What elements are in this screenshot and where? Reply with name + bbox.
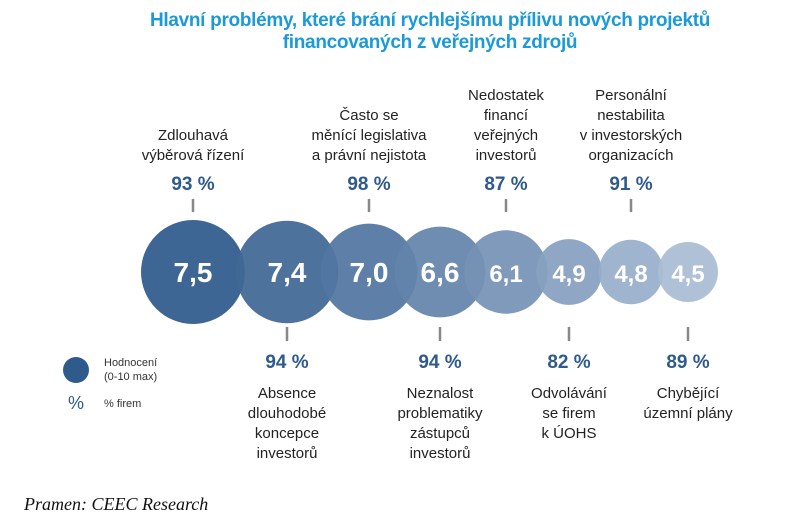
category-label: měnící legislativa <box>311 127 427 144</box>
source-note: Pramen: CEEC Research <box>24 494 209 514</box>
category-label: Nedostatek <box>468 87 544 104</box>
category-label: investorů <box>257 445 318 462</box>
percent-label: 93 % <box>171 174 214 195</box>
category-label: Odvolávání <box>531 385 608 402</box>
category-label: zástupců <box>410 425 470 442</box>
legend-bubble-icon <box>63 357 89 383</box>
category-label: organizacích <box>588 147 673 164</box>
percent-label: 91 % <box>609 174 652 195</box>
percent-label: 98 % <box>347 174 390 195</box>
category-label: Často se <box>339 107 398 124</box>
percent-label: 87 % <box>484 174 527 195</box>
bubble <box>320 223 418 321</box>
bubble-rating: 4,8 <box>614 261 647 288</box>
category-label: financí <box>484 107 529 124</box>
title-line: financovaných z veřejných zdrojů <box>282 32 578 53</box>
category-label: Personální <box>595 87 668 104</box>
legend-bubble-label: Hodnocení <box>104 357 157 369</box>
bubble-rating: 6,1 <box>489 261 522 288</box>
percent-label: 94 % <box>418 352 461 373</box>
category-label: územní plány <box>643 405 733 422</box>
bubble <box>464 230 548 314</box>
category-label: problematiky <box>397 405 483 422</box>
category-label: investorů <box>476 147 537 164</box>
bubble <box>394 226 486 318</box>
legend-bubble-label: (0-10 max) <box>104 371 157 383</box>
bubble <box>235 220 339 324</box>
category-label: Chybějící <box>657 385 720 402</box>
category-label: veřejných <box>474 127 538 144</box>
bubble <box>536 239 602 305</box>
bubble-rating: 6,6 <box>421 257 460 288</box>
percent-label: 82 % <box>547 352 590 373</box>
category-label: investorů <box>410 445 471 462</box>
category-label: a právní nejistota <box>312 147 427 164</box>
bubble-rating: 7,0 <box>350 257 389 288</box>
category-label: výběrová řízení <box>142 147 245 164</box>
percent-label: 94 % <box>265 352 308 373</box>
bubble <box>658 242 718 302</box>
category-label: Absence <box>258 385 316 402</box>
percent-label: 89 % <box>666 352 709 373</box>
category-label: v investorských <box>580 127 683 144</box>
bubble <box>141 220 245 324</box>
bubble-rating: 4,9 <box>552 261 585 288</box>
category-label: k ÚOHS <box>541 425 596 442</box>
chart-title: Hlavní problémy, které brání rychlejšímu… <box>60 10 800 54</box>
title-line: Hlavní problémy, které brání rychlejšímu… <box>149 10 711 31</box>
category-label: se firem <box>542 405 595 422</box>
legend-percent-symbol: % <box>68 393 84 413</box>
legend-percent-label: % firem <box>104 398 141 410</box>
category-label: dlouhodobé <box>248 405 326 422</box>
category-label: Zdlouhavá <box>158 127 229 144</box>
bubble-rating: 7,4 <box>268 257 307 288</box>
bubble-rating: 7,5 <box>174 257 213 288</box>
category-label: nestabilita <box>597 107 665 124</box>
category-label: koncepce <box>255 425 319 442</box>
bubble <box>598 239 664 305</box>
bubble-rating: 4,5 <box>671 261 704 288</box>
category-label: Neznalost <box>407 385 475 402</box>
